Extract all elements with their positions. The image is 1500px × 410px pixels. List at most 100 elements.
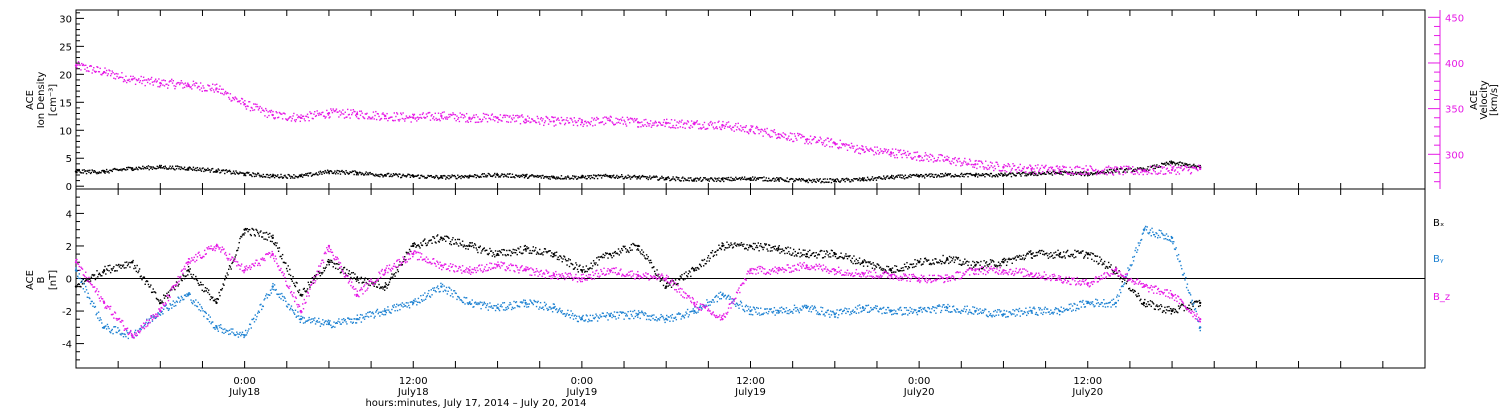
bx-point xyxy=(873,264,875,266)
bx-point-anchor xyxy=(917,261,921,264)
velocity-point xyxy=(274,117,277,119)
by-point xyxy=(100,319,102,321)
density-point xyxy=(195,167,197,170)
density-point xyxy=(1189,166,1192,168)
bx-point xyxy=(1071,255,1074,257)
bx-point xyxy=(760,245,763,248)
density-point xyxy=(669,179,671,182)
velocity-point xyxy=(473,116,476,119)
bx-point xyxy=(1090,252,1092,254)
bx-point xyxy=(695,269,698,271)
by-point xyxy=(112,332,114,335)
velocity-point xyxy=(1191,166,1193,169)
velocity-point xyxy=(904,151,907,154)
by-point xyxy=(424,298,427,300)
velocity-point-anchor xyxy=(889,151,893,154)
velocity-point xyxy=(940,154,942,156)
density-point xyxy=(647,178,649,181)
density-point xyxy=(663,179,665,181)
bx-point xyxy=(647,256,649,258)
bx-point xyxy=(639,251,641,253)
velocity-point xyxy=(310,112,312,115)
density-point xyxy=(269,173,272,176)
density-point xyxy=(719,180,722,183)
velocity-point xyxy=(705,128,707,130)
bx-point xyxy=(161,300,163,302)
velocity-point xyxy=(870,147,872,149)
bx-point xyxy=(650,261,653,264)
density-point xyxy=(1106,169,1108,171)
density-point xyxy=(284,174,286,177)
density-point xyxy=(1173,162,1176,164)
velocity-point xyxy=(822,142,825,144)
density-point xyxy=(847,178,850,180)
density-point xyxy=(695,180,698,182)
velocity-point xyxy=(783,136,785,139)
velocity-point-anchor xyxy=(1058,168,1061,172)
bx-point xyxy=(870,263,872,265)
density-point xyxy=(1165,161,1168,164)
velocity-point xyxy=(1136,172,1139,174)
by-point xyxy=(334,322,337,325)
bx-point xyxy=(770,246,772,249)
velocity-point xyxy=(835,143,837,145)
by-point xyxy=(85,285,87,288)
bx-point xyxy=(536,251,539,253)
bx-point xyxy=(606,252,608,255)
bx-point xyxy=(1198,299,1201,302)
bx-point xyxy=(360,276,363,279)
bx-point xyxy=(610,255,612,257)
density-point xyxy=(817,179,819,182)
density-point xyxy=(593,177,596,180)
bx-point xyxy=(1014,256,1017,258)
density-point xyxy=(651,176,653,178)
density-point xyxy=(341,169,343,172)
bx-point xyxy=(878,267,881,269)
density-point xyxy=(1075,173,1078,176)
density-point xyxy=(88,171,90,173)
density-point xyxy=(194,169,196,172)
bx-point xyxy=(318,272,321,274)
velocity-point xyxy=(1067,173,1070,175)
density-point xyxy=(565,178,567,180)
density-point xyxy=(342,171,344,173)
velocity-point xyxy=(445,118,447,120)
velocity-point xyxy=(944,159,947,161)
velocity-point xyxy=(427,112,429,114)
bx-point xyxy=(931,259,934,261)
density-point xyxy=(1103,171,1105,173)
velocity-point xyxy=(568,121,571,124)
velocity-point xyxy=(295,118,297,121)
bx-point xyxy=(1091,252,1094,255)
density-point xyxy=(261,175,263,177)
velocity-point xyxy=(672,124,674,127)
bx-point xyxy=(654,273,657,275)
density-point xyxy=(289,177,292,179)
velocity-point xyxy=(1008,164,1010,166)
bx-point xyxy=(798,248,800,251)
velocity-point xyxy=(740,130,743,132)
by-point xyxy=(457,295,459,298)
bx-point xyxy=(833,251,835,254)
bx-point xyxy=(141,278,143,281)
density-point xyxy=(430,174,432,177)
velocity-point xyxy=(1021,167,1024,170)
bx-point xyxy=(457,238,459,241)
by-point xyxy=(199,310,202,312)
velocity-point xyxy=(204,89,207,92)
bx-point-anchor xyxy=(552,252,555,256)
density-point xyxy=(644,176,646,178)
density-point xyxy=(581,174,584,177)
velocity-point xyxy=(83,64,85,67)
velocity-point xyxy=(691,126,694,128)
bx-point xyxy=(1134,290,1136,293)
bx-point-anchor xyxy=(608,252,612,256)
velocity-point xyxy=(723,127,726,129)
velocity-point xyxy=(1148,171,1150,174)
density-point xyxy=(1007,174,1009,176)
velocity-point-anchor xyxy=(552,120,555,123)
velocity-point xyxy=(860,148,862,150)
density-point xyxy=(420,174,423,177)
density-point xyxy=(925,173,927,176)
density-point xyxy=(768,179,771,182)
